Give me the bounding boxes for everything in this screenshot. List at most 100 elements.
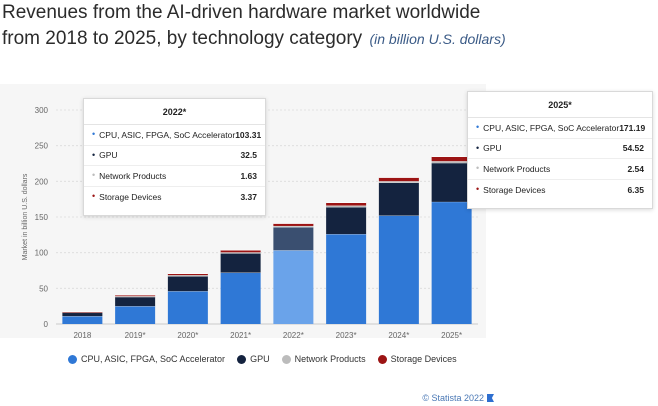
bar-gpu-2018[interactable] bbox=[62, 312, 103, 317]
tooltip-2025-label-storage: Storage Devices bbox=[483, 184, 546, 195]
tooltip-2022-value-gpu: 32.5 bbox=[240, 150, 257, 161]
legend-item-cpu[interactable]: CPU, ASIC, FPGA, SoC Accelerator bbox=[68, 354, 225, 364]
bar-cpu-2020[interactable] bbox=[167, 291, 208, 324]
bar-network-2024[interactable] bbox=[378, 181, 419, 183]
bar-storage-2021[interactable] bbox=[220, 250, 261, 253]
tooltip-2022-row-cpu: • CPU, ASIC, FPGA, SoC Accelerator 103.31 bbox=[84, 125, 265, 146]
bar-cpu-2023[interactable] bbox=[326, 234, 367, 324]
tooltip-2022-name-cpu: • CPU, ASIC, FPGA, SoC Accelerator bbox=[92, 130, 235, 140]
bar-network-2021[interactable] bbox=[220, 252, 261, 254]
chart-title-line1: Revenues from the AI-driven hardware mar… bbox=[2, 2, 481, 23]
x-tick-label: 2018 bbox=[73, 331, 91, 340]
bar-network-2025[interactable] bbox=[431, 161, 472, 163]
bar-storage-2023[interactable] bbox=[326, 202, 367, 206]
tooltip-2022-label-cpu: CPU, ASIC, FPGA, SoC Accelerator bbox=[99, 129, 236, 140]
legend-item-gpu[interactable]: GPU bbox=[237, 354, 270, 364]
legend-label-cpu: CPU, ASIC, FPGA, SoC Accelerator bbox=[81, 354, 226, 364]
y-tick-label: 100 bbox=[35, 249, 49, 258]
statista-credit-link[interactable]: © Statista 2022 bbox=[422, 393, 494, 403]
tooltip-2022-row-network: • Network Products 1.63 bbox=[84, 166, 265, 187]
tooltip-2025-value-cpu: 171.19 bbox=[619, 122, 646, 133]
y-axis-label: Market in billion U.S. dollars bbox=[22, 173, 29, 260]
bullet-icon: • bbox=[476, 122, 480, 133]
bar-gpu-2024[interactable] bbox=[378, 182, 419, 216]
bullet-icon: • bbox=[476, 142, 480, 153]
legend-dot-network bbox=[281, 354, 291, 364]
bar-cpu-2021[interactable] bbox=[220, 272, 261, 324]
y-tick-label: 250 bbox=[35, 142, 49, 151]
x-tick-label: 2022* bbox=[283, 331, 304, 340]
y-tick-label: 150 bbox=[35, 213, 49, 222]
legend-item-storage[interactable]: Storage Devices bbox=[377, 354, 457, 364]
tooltip-2022-value-cpu: 103.31 bbox=[235, 129, 262, 140]
bar-storage-2019[interactable] bbox=[115, 295, 156, 297]
bar-gpu-2023[interactable] bbox=[326, 207, 367, 235]
legend-dot-storage bbox=[377, 354, 387, 364]
bar-gpu-2022[interactable] bbox=[273, 227, 314, 251]
tooltip-2022-label-gpu: GPU bbox=[99, 150, 118, 161]
tooltip-2025-row-network: • Network Products 2.54 bbox=[468, 159, 652, 180]
bullet-icon: • bbox=[92, 191, 96, 202]
bullet-icon: • bbox=[92, 149, 96, 160]
legend-label-network: Network Products bbox=[294, 354, 366, 364]
chart-legend: CPU, ASIC, FPGA, SoC Accelerator GPU Net… bbox=[68, 354, 457, 364]
tooltip-2025-label-cpu: CPU, ASIC, FPGA, SoC Accelerator bbox=[483, 122, 620, 133]
tooltip-2025-value-network: 2.54 bbox=[627, 163, 644, 174]
bar-cpu-2019[interactable] bbox=[115, 306, 156, 324]
bar-gpu-2025[interactable] bbox=[431, 162, 472, 202]
credit-text: © Statista 2022 bbox=[422, 393, 484, 403]
tooltip-2025: 2025* • CPU, ASIC, FPGA, SoC Accelerator … bbox=[467, 91, 653, 209]
bar-network-2023[interactable] bbox=[326, 205, 367, 208]
x-tick-label: 2019* bbox=[125, 331, 146, 340]
bar-storage-2024[interactable] bbox=[378, 177, 419, 182]
tooltip-2022-value-network: 1.63 bbox=[240, 170, 257, 181]
bars bbox=[62, 156, 472, 324]
tooltip-2025-header: 2025* bbox=[468, 92, 652, 118]
tooltip-2022-header: 2022* bbox=[84, 99, 265, 125]
bar-network-2022[interactable] bbox=[273, 225, 314, 228]
y-tick-label: 300 bbox=[35, 106, 49, 115]
bar-gpu-2020[interactable] bbox=[167, 276, 208, 292]
tooltip-2025-label-network: Network Products bbox=[483, 163, 551, 174]
x-axis-ticks: 2018 2019* 2020* 2021* 2022* 2023* 2024* 2025* bbox=[73, 331, 462, 340]
legend-dot-gpu bbox=[237, 354, 247, 364]
legend-dot-cpu bbox=[68, 354, 77, 364]
bullet-icon: • bbox=[476, 184, 480, 195]
tooltip-2022-label-network: Network Products bbox=[99, 170, 167, 181]
legend-item-network[interactable]: Network Products bbox=[281, 354, 366, 364]
bar-storage-2025[interactable] bbox=[431, 156, 472, 162]
bar-storage-2018[interactable] bbox=[62, 311, 103, 313]
tooltip-2025-name-cpu: • CPU, ASIC, FPGA, SoC Accelerator bbox=[476, 123, 619, 133]
chart-title-unit: (in billion U.S. dollars) bbox=[369, 31, 506, 47]
y-tick-label: 50 bbox=[39, 284, 48, 293]
tooltip-2025-value-storage: 6.35 bbox=[627, 184, 644, 195]
tooltip-2022-label-storage: Storage Devices bbox=[99, 191, 162, 202]
y-tick-label: 0 bbox=[44, 320, 49, 329]
chart-title-text: from 2018 to 2025, by technology categor… bbox=[2, 28, 363, 49]
bar-network-2020[interactable] bbox=[167, 275, 208, 277]
bar-cpu-2025[interactable] bbox=[431, 201, 472, 324]
bar-storage-2020[interactable] bbox=[167, 273, 208, 276]
bar-gpu-2021[interactable] bbox=[220, 253, 261, 273]
bar-cpu-2024[interactable] bbox=[378, 215, 419, 324]
bullet-icon: • bbox=[92, 170, 96, 181]
bar-cpu-2022[interactable] bbox=[273, 250, 314, 324]
bullet-icon: • bbox=[92, 129, 96, 140]
tooltip-2022: 2022* • CPU, ASIC, FPGA, SoC Accelerator … bbox=[83, 98, 266, 216]
tooltip-2025-row-storage: • Storage Devices 6.35 bbox=[468, 180, 652, 201]
y-axis-ticks: 0 50 100 150 200 250 300 bbox=[35, 106, 49, 329]
bar-network-2018[interactable] bbox=[62, 312, 103, 314]
tooltip-2022-row-gpu: • GPU 32.5 bbox=[84, 146, 265, 166]
tooltip-2025-row-cpu: • CPU, ASIC, FPGA, SoC Accelerator 171.19 bbox=[468, 118, 652, 139]
tooltip-2022-name-storage: • Storage Devices bbox=[92, 192, 162, 202]
bar-storage-2022[interactable] bbox=[273, 223, 314, 226]
tooltip-2025-label-gpu: GPU bbox=[483, 143, 502, 154]
tooltip-2025-name-storage: • Storage Devices bbox=[476, 185, 546, 195]
tooltip-2025-value-gpu: 54.52 bbox=[622, 143, 644, 154]
x-tick-label: 2021* bbox=[230, 331, 251, 340]
tooltip-2022-value-storage: 3.37 bbox=[240, 191, 257, 202]
bar-cpu-2018[interactable] bbox=[62, 316, 103, 324]
bar-gpu-2019[interactable] bbox=[115, 296, 156, 307]
bar-network-2019[interactable] bbox=[115, 296, 156, 297]
